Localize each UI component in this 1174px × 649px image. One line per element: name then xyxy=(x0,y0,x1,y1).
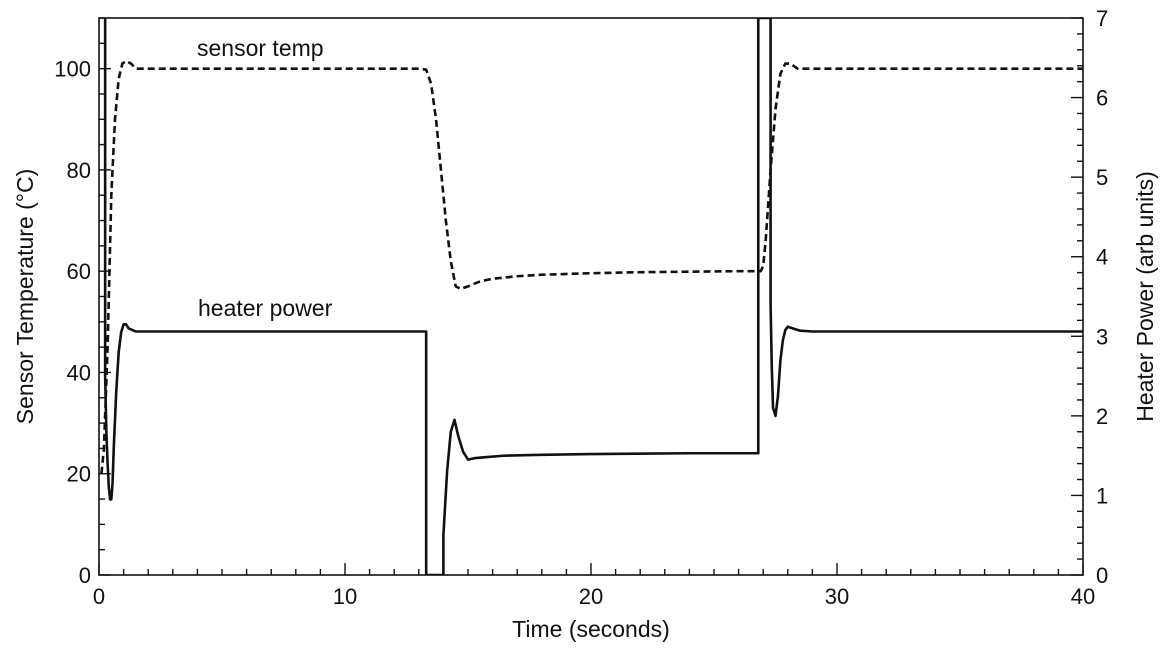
y2-tick-label: 1 xyxy=(1096,483,1108,508)
y-tick-label: 0 xyxy=(79,563,91,588)
x-tick-label: 10 xyxy=(333,584,357,609)
x-tick-label: 30 xyxy=(825,584,849,609)
series-line-sensor-temp xyxy=(100,59,1083,474)
y-tick-label: 20 xyxy=(67,462,91,487)
series-label-heater-power: heater power xyxy=(198,295,333,321)
series-labels: sensor temp heater power xyxy=(197,35,333,321)
y2-tick-label: 5 xyxy=(1096,165,1108,190)
x-axis-label: Time (seconds) xyxy=(512,616,670,642)
y-tick-label: 100 xyxy=(54,57,91,82)
y2-tick-label: 7 xyxy=(1096,6,1108,31)
y-tick-label: 60 xyxy=(67,259,91,284)
plot-frame xyxy=(98,17,1084,576)
series-layer xyxy=(100,18,1083,575)
axis-ticks xyxy=(98,17,1084,576)
series-line-heater-power xyxy=(103,18,1083,575)
y2-tick-label: 2 xyxy=(1096,404,1108,429)
y-tick-label: 80 xyxy=(67,158,91,183)
y2-tick-label: 0 xyxy=(1096,563,1108,588)
x-tick-label: 0 xyxy=(93,584,105,609)
x-tick-label: 40 xyxy=(1071,584,1095,609)
y2-tick-label: 6 xyxy=(1096,86,1108,111)
y-tick-label: 40 xyxy=(67,360,91,385)
y2-tick-label: 4 xyxy=(1096,245,1108,270)
x-tick-label: 20 xyxy=(579,584,603,609)
y2-axis-label: Heater Power (arb units) xyxy=(1132,171,1158,422)
series-label-sensor-temp: sensor temp xyxy=(197,35,324,61)
y2-tick-label: 3 xyxy=(1096,324,1108,349)
y-axis-label: Sensor Temperature (°C) xyxy=(12,169,38,424)
